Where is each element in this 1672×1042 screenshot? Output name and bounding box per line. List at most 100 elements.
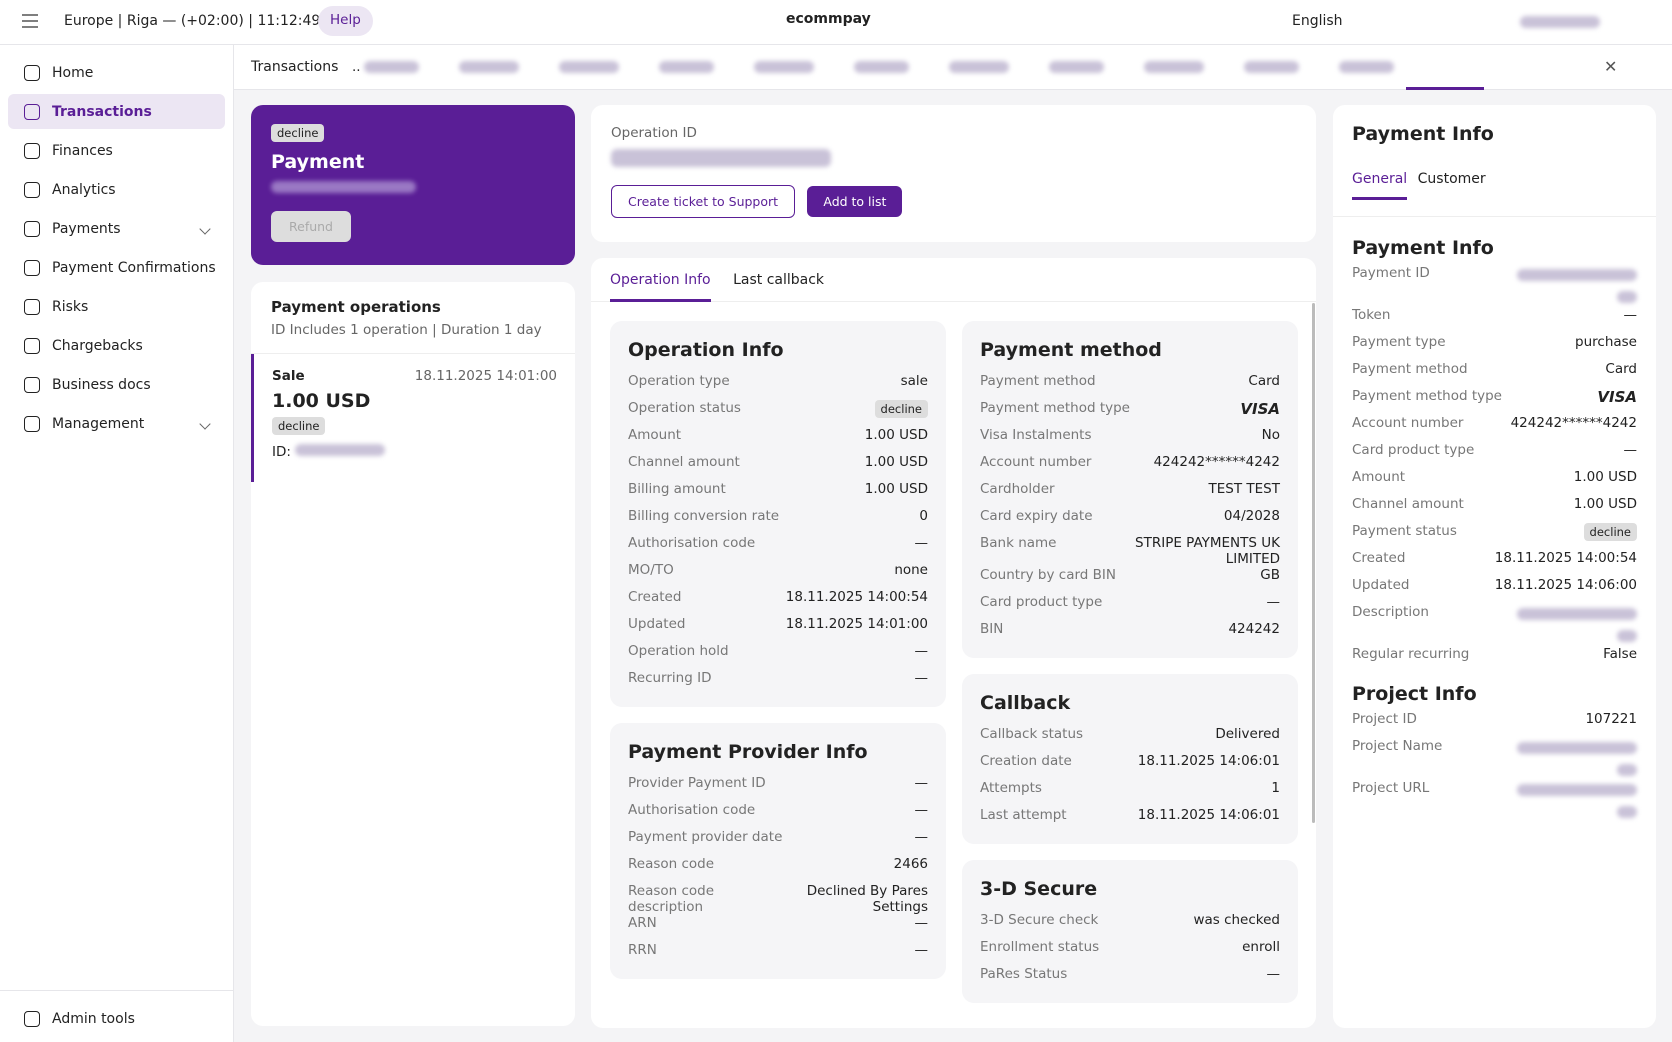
info-row: Authorisation code —	[628, 802, 928, 829]
tab[interactable]	[559, 61, 619, 73]
row-value: 424242******4242	[1153, 454, 1280, 470]
button[interactable]: Add to list	[807, 186, 903, 217]
row-value	[1517, 780, 1637, 822]
row-value: No	[1261, 427, 1280, 443]
row-label: Cardholder	[980, 481, 1055, 497]
section-title: Payment Info	[1352, 237, 1494, 259]
info-row: BIN 424242	[980, 621, 1280, 648]
tab[interactable]	[949, 61, 1009, 73]
tab[interactable]	[1049, 61, 1104, 73]
row-label: PaRes Status	[980, 966, 1068, 982]
row-value	[1517, 738, 1637, 780]
row-value: decline	[874, 400, 928, 418]
info-row: Last attempt 18.11.2025 14:06:01	[980, 807, 1280, 834]
close-tabs[interactable]: ✕	[1604, 57, 1618, 76]
nav-item[interactable]: Management	[8, 406, 225, 441]
language[interactable]: English	[1292, 13, 1343, 29]
info-row: 3-D Secure check was checked	[980, 912, 1280, 939]
info-row: Cardholder TEST TEST	[980, 481, 1280, 508]
nav-item[interactable]: Transactions	[8, 94, 225, 129]
icon	[24, 259, 40, 276]
row-value: —	[914, 942, 929, 958]
row-value: VISA	[1597, 388, 1637, 406]
nav-item[interactable]: Finances	[8, 133, 225, 168]
logo: ecommpay	[786, 11, 871, 27]
nav-label: Chargebacks	[52, 337, 143, 354]
nav-item[interactable]: Analytics	[8, 172, 225, 207]
row-value: 1.00 USD	[864, 481, 928, 497]
row-value: 18.11.2025 14:01:00	[785, 616, 928, 632]
section-title: Callback	[980, 692, 1071, 714]
operations-card: Payment operations ID Includes 1 operati…	[251, 282, 575, 1026]
info-row: Billing amount 1.00 USD	[628, 481, 928, 508]
tab[interactable]	[1339, 61, 1394, 73]
row-value: Card	[1248, 373, 1280, 389]
info-row: Account number 424242******4242	[1352, 415, 1637, 442]
icon	[24, 103, 40, 120]
tab[interactable]	[364, 61, 419, 73]
detail-tab[interactable]: Operation Info	[610, 272, 711, 302]
nav-item[interactable]: Home	[8, 55, 225, 90]
tab[interactable]	[659, 61, 714, 73]
row-label: Amount	[1352, 469, 1406, 485]
info-row: Card expiry date 04/2028	[980, 508, 1280, 535]
menu-icon[interactable]	[22, 14, 38, 28]
info-row: Operation hold —	[628, 643, 928, 670]
row-value: 424242	[1228, 621, 1280, 637]
row-label: Project ID	[1352, 711, 1417, 727]
tab[interactable]	[754, 61, 814, 73]
panel-body: Payment Info Payment ID Token — Payment type…	[1333, 217, 1656, 832]
row-label: Payment ID	[1352, 265, 1430, 281]
row-value: 18.11.2025 14:06:00	[1494, 577, 1637, 593]
info-row: Updated 18.11.2025 14:06:00	[1352, 577, 1637, 604]
tab[interactable]	[854, 61, 909, 73]
nav-item[interactable]: Payment Confirmations	[8, 250, 225, 285]
operation-id	[611, 149, 831, 167]
tab[interactable]	[1244, 61, 1299, 73]
row-value: STRIPE PAYMENTS UK LIMITED	[1135, 535, 1280, 567]
nav-item[interactable]: Payments	[8, 211, 225, 246]
left-column: Operation Info Operation type sale Operatio…	[610, 321, 946, 995]
refund-button[interactable]: Refund	[271, 211, 351, 242]
info-row: Country by card BIN GB	[980, 567, 1280, 594]
help-button[interactable]: Help	[318, 6, 373, 36]
button[interactable]: Create ticket to Support	[611, 185, 796, 218]
admin-tools[interactable]: Admin tools	[8, 1001, 226, 1036]
payment-title: Payment	[271, 151, 365, 173]
payment-card: decline Payment Refund	[251, 105, 575, 265]
nav-item[interactable]: Business docs	[8, 367, 225, 402]
info-row: Channel amount 1.00 USD	[1352, 496, 1637, 523]
blurred-value	[1617, 630, 1637, 642]
panel-tab[interactable]: Customer	[1417, 171, 1486, 187]
row-label: Card expiry date	[980, 508, 1093, 524]
row-value: —	[914, 915, 929, 931]
row-label: Authorisation code	[628, 535, 756, 551]
nav-item[interactable]: Risks	[8, 289, 225, 324]
row-value: 107221	[1585, 711, 1637, 727]
op-status: decline	[272, 417, 326, 435]
row-label: Updated	[628, 616, 686, 632]
row-value: 18.11.2025 14:00:54	[1494, 550, 1637, 566]
tab-ellipsis[interactable]: ..	[352, 59, 361, 75]
operation-item[interactable]: Sale 18.11.2025 14:01:00 1.00 USD declin…	[251, 354, 575, 482]
section-title: Payment method	[980, 339, 1162, 361]
payment-id	[271, 181, 416, 193]
info-row: Project Name	[1352, 738, 1637, 780]
nav-item[interactable]: Chargebacks	[8, 328, 225, 363]
panel-tab[interactable]: General	[1352, 171, 1408, 200]
icon	[24, 64, 40, 81]
row-value: 18.11.2025 14:06:01	[1137, 807, 1280, 823]
tab[interactable]: Transactions	[251, 59, 339, 75]
op-date: 18.11.2025 14:01:00	[414, 368, 557, 384]
row-value: Delivered	[1215, 726, 1280, 742]
timezone[interactable]: Europe | Riga — (+02:00) | 11:12:49	[64, 13, 321, 29]
row-label: Country by card BIN	[980, 567, 1116, 583]
row-value: 1.00 USD	[1573, 469, 1637, 485]
info-section: Callback Callback status Delivered Creation…	[962, 674, 1298, 844]
info-row: Enrollment status enroll	[980, 939, 1280, 966]
tab[interactable]	[1144, 61, 1204, 73]
tab[interactable]	[459, 61, 519, 73]
row-label: Card product type	[1352, 442, 1475, 458]
row-value: TEST TEST	[1208, 481, 1280, 497]
detail-tab[interactable]: Last callback	[733, 272, 825, 288]
